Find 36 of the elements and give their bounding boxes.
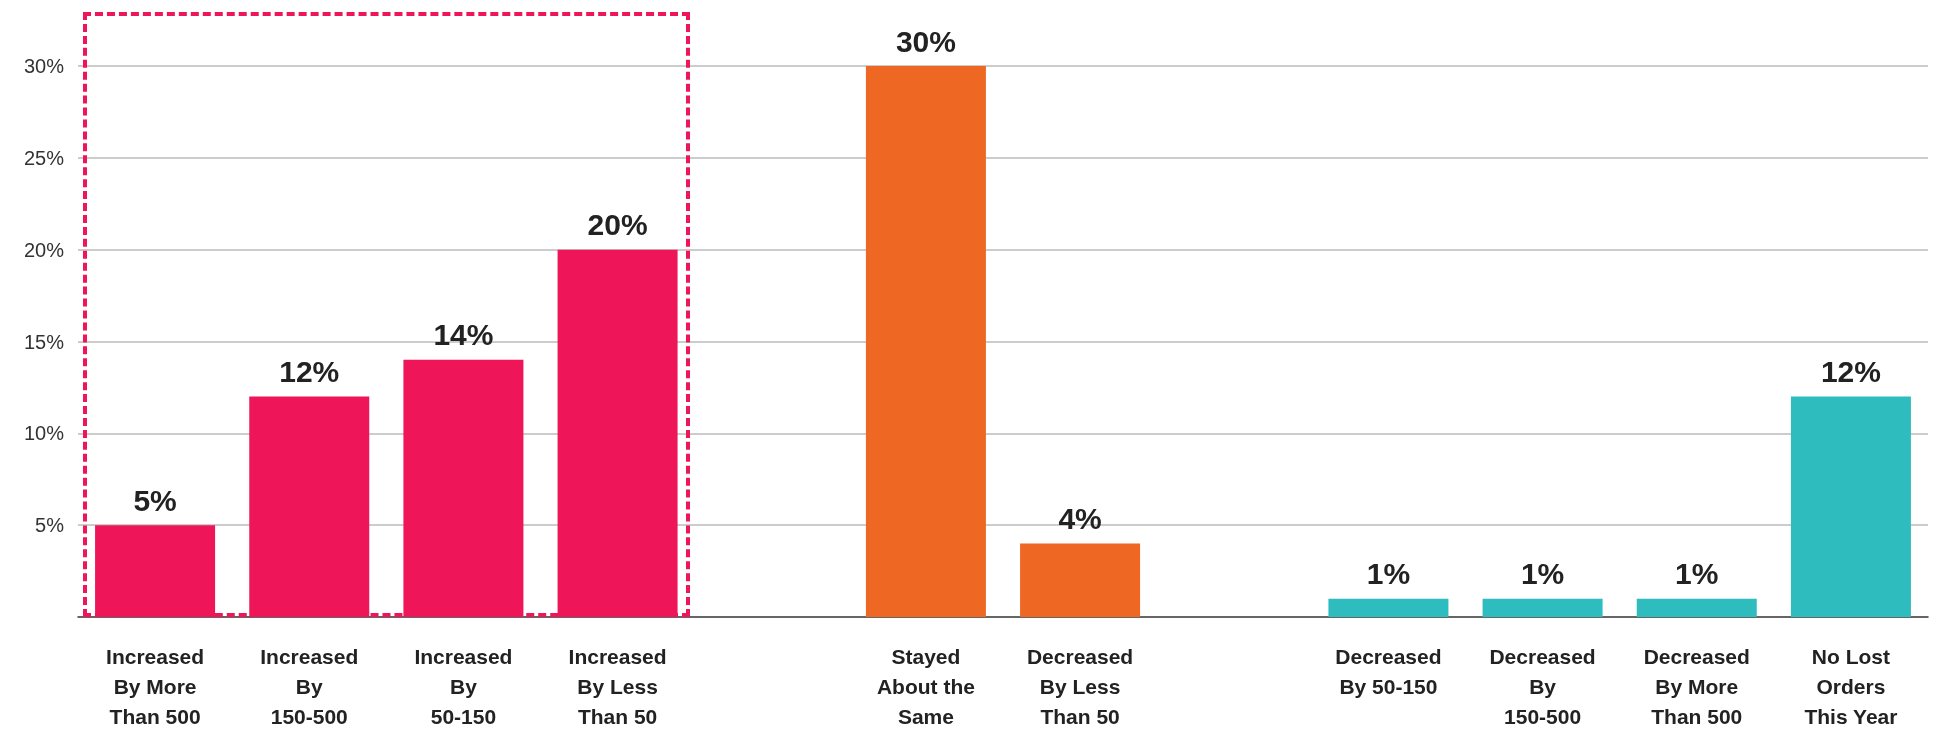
bar [1328,598,1449,617]
y-tick-label: 5% [35,514,65,537]
x-tick-label: Increased By More Than 500 [106,644,205,728]
bar [557,249,678,617]
data-label: 20% [587,208,648,242]
data-label: 12% [279,355,340,389]
bar [1636,598,1757,617]
x-tick-label: Increased By Less Than 50 [568,644,667,728]
bar [249,396,370,617]
x-tick-label: Decreased By Less Than 50 [1026,644,1134,728]
bar [865,66,986,617]
bar [95,525,216,617]
bar [403,359,524,617]
y-tick-label: 15% [23,330,65,353]
x-tick-label: No Lost Orders This Year [1804,644,1898,728]
y-tick-label: 25% [23,146,65,169]
data-label: 12% [1820,355,1881,389]
y-tick-label: 20% [23,238,65,261]
x-tick-label: Decreased By 50-150 [1335,644,1442,698]
data-label: 1% [1675,557,1719,591]
data-label: 5% [133,483,177,517]
x-tick-label: Decreased By More Than 500 [1643,644,1750,728]
data-label: 4% [1058,502,1102,536]
y-tick-label: 10% [23,422,65,445]
x-tick-label: Decreased By 150-500 [1489,644,1596,728]
bar [1790,396,1911,617]
data-label: 1% [1366,557,1411,591]
data-label: 30% [895,24,956,58]
x-tick-label: Increased By 150-500 [260,644,359,728]
data-label: 14% [433,318,494,352]
x-tick-label: Stayed About the Same [876,644,975,728]
y-tick-label: 30% [23,55,65,77]
data-label: 1% [1520,557,1565,591]
x-tick-label: Increased By 50-150 [414,644,513,728]
bar [1020,543,1141,617]
bar [1482,598,1603,617]
